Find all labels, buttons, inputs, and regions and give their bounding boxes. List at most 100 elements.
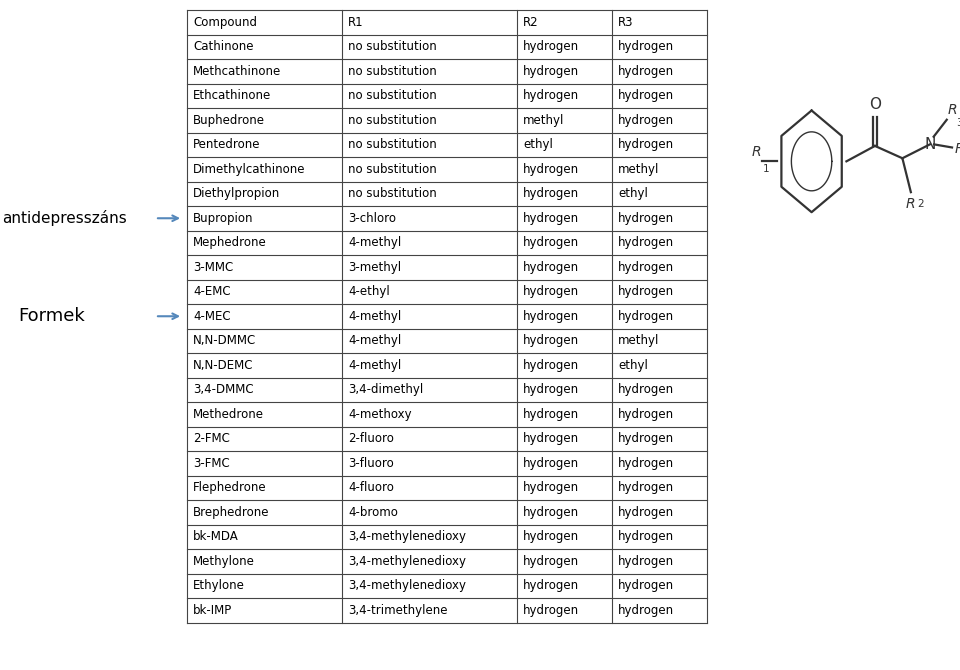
Text: hydrogen: hydrogen <box>618 285 674 298</box>
Text: hydrogen: hydrogen <box>618 555 674 567</box>
Text: hydrogen: hydrogen <box>523 212 579 224</box>
Text: hydrogen: hydrogen <box>523 358 579 372</box>
Text: Flephedrone: Flephedrone <box>193 481 267 494</box>
Text: no substitution: no substitution <box>348 65 437 78</box>
Text: hydrogen: hydrogen <box>618 237 674 249</box>
Text: 4-fluoro: 4-fluoro <box>348 481 394 494</box>
Text: 3,4-dimethyl: 3,4-dimethyl <box>348 383 423 396</box>
Text: R: R <box>752 145 761 159</box>
Text: R: R <box>954 142 960 156</box>
Text: no substitution: no substitution <box>348 114 437 127</box>
Text: 2: 2 <box>917 199 924 209</box>
Text: hydrogen: hydrogen <box>523 481 579 494</box>
Text: ethyl: ethyl <box>523 138 553 151</box>
Text: hydrogen: hydrogen <box>618 138 674 151</box>
Text: Formek: Formek <box>18 308 84 325</box>
Text: Buphedrone: Buphedrone <box>193 114 265 127</box>
Text: methyl: methyl <box>618 163 660 176</box>
Text: hydrogen: hydrogen <box>618 212 674 224</box>
Text: R: R <box>906 197 916 211</box>
Text: 4-methyl: 4-methyl <box>348 334 401 347</box>
Text: N: N <box>924 137 936 152</box>
Text: Methcathinone: Methcathinone <box>193 65 281 78</box>
Text: hydrogen: hydrogen <box>618 506 674 519</box>
Text: hydrogen: hydrogen <box>523 40 579 53</box>
Text: 4-methyl: 4-methyl <box>348 310 401 323</box>
Text: Compound: Compound <box>193 16 257 29</box>
Text: 4-ethyl: 4-ethyl <box>348 285 390 298</box>
Text: hydrogen: hydrogen <box>523 432 579 446</box>
Text: 3: 3 <box>956 118 960 128</box>
Text: N,N-DEMC: N,N-DEMC <box>193 358 253 372</box>
Text: hydrogen: hydrogen <box>523 237 579 249</box>
Text: 2-fluoro: 2-fluoro <box>348 432 394 446</box>
Text: N,N-DMMC: N,N-DMMC <box>193 334 256 347</box>
Text: 4-methoxy: 4-methoxy <box>348 408 412 421</box>
Text: no substitution: no substitution <box>348 40 437 53</box>
Text: 3-chloro: 3-chloro <box>348 212 396 224</box>
Text: Brephedrone: Brephedrone <box>193 506 270 519</box>
Text: hydrogen: hydrogen <box>523 555 579 567</box>
Text: hydrogen: hydrogen <box>523 408 579 421</box>
Text: hydrogen: hydrogen <box>523 65 579 78</box>
Text: hydrogen: hydrogen <box>618 40 674 53</box>
Text: hydrogen: hydrogen <box>523 604 579 617</box>
Text: ethyl: ethyl <box>618 187 648 200</box>
Text: hydrogen: hydrogen <box>618 457 674 470</box>
Text: bk-MDA: bk-MDA <box>193 530 239 543</box>
Text: Diethylpropion: Diethylpropion <box>193 187 280 200</box>
Text: 3,4-DMMC: 3,4-DMMC <box>193 383 253 396</box>
Text: 4-EMC: 4-EMC <box>193 285 230 298</box>
Text: hydrogen: hydrogen <box>523 383 579 396</box>
Text: 3-fluoro: 3-fluoro <box>348 457 394 470</box>
Text: 3-methyl: 3-methyl <box>348 261 401 274</box>
Text: hydrogen: hydrogen <box>618 530 674 543</box>
Text: hydrogen: hydrogen <box>618 65 674 78</box>
Text: 4-bromo: 4-bromo <box>348 506 397 519</box>
Text: antidepresszáns: antidepresszáns <box>2 210 127 226</box>
Text: 2-FMC: 2-FMC <box>193 432 229 446</box>
Text: no substitution: no substitution <box>348 138 437 151</box>
Text: Ethylone: Ethylone <box>193 580 245 592</box>
Text: O: O <box>869 97 881 112</box>
Text: hydrogen: hydrogen <box>523 530 579 543</box>
Text: Methylone: Methylone <box>193 555 254 567</box>
Text: hydrogen: hydrogen <box>618 261 674 274</box>
Text: 3-FMC: 3-FMC <box>193 457 229 470</box>
Text: hydrogen: hydrogen <box>618 383 674 396</box>
Text: Cathinone: Cathinone <box>193 40 253 53</box>
Text: 4-MEC: 4-MEC <box>193 310 230 323</box>
Text: Bupropion: Bupropion <box>193 212 253 224</box>
Text: hydrogen: hydrogen <box>618 310 674 323</box>
Text: hydrogen: hydrogen <box>618 580 674 592</box>
Text: hydrogen: hydrogen <box>523 580 579 592</box>
Text: hydrogen: hydrogen <box>523 285 579 298</box>
Text: 3,4-methylenedioxy: 3,4-methylenedioxy <box>348 555 466 567</box>
Text: 4-methyl: 4-methyl <box>348 358 401 372</box>
Text: R3: R3 <box>618 16 634 29</box>
Text: hydrogen: hydrogen <box>523 506 579 519</box>
Text: methyl: methyl <box>523 114 564 127</box>
Text: methyl: methyl <box>618 334 660 347</box>
Text: hydrogen: hydrogen <box>523 89 579 103</box>
Text: 4-methyl: 4-methyl <box>348 237 401 249</box>
Text: Pentedrone: Pentedrone <box>193 138 260 151</box>
Text: Ethcathinone: Ethcathinone <box>193 89 272 103</box>
Text: bk-IMP: bk-IMP <box>193 604 232 617</box>
Text: hydrogen: hydrogen <box>523 187 579 200</box>
Text: R2: R2 <box>523 16 539 29</box>
Text: hydrogen: hydrogen <box>618 481 674 494</box>
Text: hydrogen: hydrogen <box>618 408 674 421</box>
Text: hydrogen: hydrogen <box>523 163 579 176</box>
Text: hydrogen: hydrogen <box>618 604 674 617</box>
Text: 3,4-trimethylene: 3,4-trimethylene <box>348 604 447 617</box>
Text: hydrogen: hydrogen <box>523 310 579 323</box>
Text: no substitution: no substitution <box>348 89 437 103</box>
Text: R1: R1 <box>348 16 364 29</box>
Text: 1: 1 <box>763 164 770 174</box>
Text: 3,4-methylenedioxy: 3,4-methylenedioxy <box>348 580 466 592</box>
Text: hydrogen: hydrogen <box>618 432 674 446</box>
Text: 3-MMC: 3-MMC <box>193 261 233 274</box>
Text: hydrogen: hydrogen <box>523 457 579 470</box>
Text: Methedrone: Methedrone <box>193 408 264 421</box>
